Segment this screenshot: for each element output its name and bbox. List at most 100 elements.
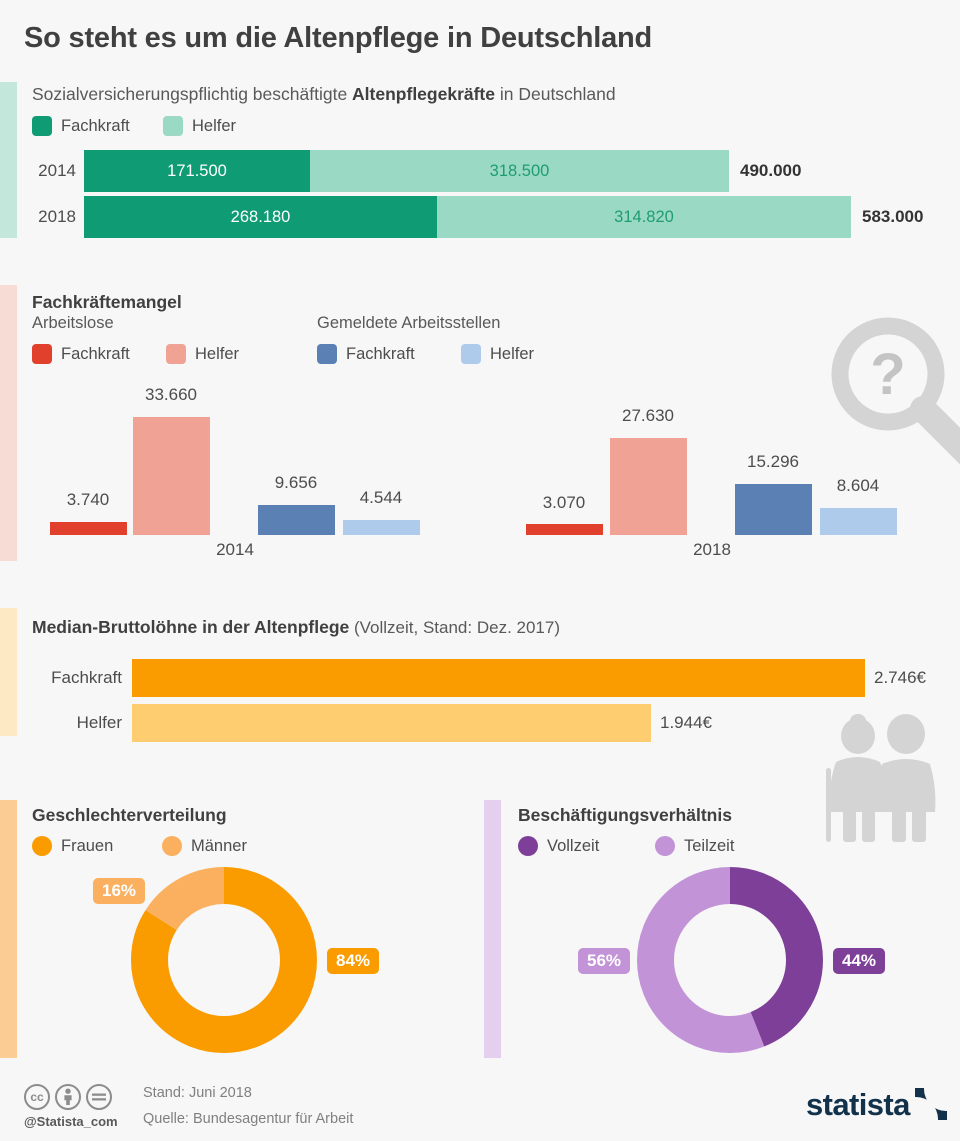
circle-swatch [518, 836, 538, 856]
svg-text:?: ? [870, 342, 905, 407]
legend-item-helfer: Helfer [163, 116, 236, 136]
column-bar-stellen-helfer-2018 [820, 508, 897, 535]
column-value: 4.544 [359, 488, 403, 507]
stand-line: Stand: Juni 2018 [143, 1085, 252, 1101]
column-bar-stellen-fachkraft-2014 [258, 505, 335, 535]
stacked-row-year: 2014 [38, 161, 76, 180]
stacked-row-2014: 2014 171.500 318.500 490.000 [24, 150, 924, 192]
quelle-line: Quelle: Bundesagentur für Arbeit [143, 1111, 354, 1127]
salary-row-label: Helfer [76, 713, 122, 732]
salary-value: 2.746€ [874, 668, 926, 687]
page-title: So steht es um die Altenpflege in Deutsc… [24, 22, 653, 54]
gender-donut-chart [131, 867, 317, 1053]
column-value: 15.296 [747, 452, 799, 471]
stacked-seg-helfer: 314.820 [437, 196, 851, 238]
gender-badge-maenner: 16% [93, 878, 146, 904]
stacked-seg-helfer: 318.500 [310, 150, 729, 192]
donut-slice-teilzeit [637, 867, 823, 1053]
column-bar-arbeitslose-fachkraft-2018 [526, 524, 603, 535]
stacked-row-2018: 2018 268.180 314.820 583.000 [24, 196, 924, 238]
section1-heading: Sozialversicherungspflichtig beschäftigt… [32, 84, 616, 105]
employment-donut-chart [637, 867, 823, 1053]
legend-item-frauen: Frauen [32, 836, 162, 856]
square-swatch [166, 344, 186, 364]
legend-item-arbeitslose-helfer: Helfer [166, 344, 317, 364]
section1-accent-stripe [0, 82, 17, 238]
section2-group-left-label: Arbeitslose [32, 314, 114, 332]
legend-label: Fachkraft [61, 344, 130, 363]
donut-slice-maenner [131, 867, 317, 1053]
legend-item-teilzeit: Teilzeit [655, 836, 734, 856]
salary-bar-helfer [132, 704, 651, 742]
legend-label: Frauen [61, 836, 114, 855]
circle-swatch [162, 836, 182, 856]
legend-label: Fachkraft [61, 116, 130, 135]
legend-item-stellen-fachkraft: Fachkraft [317, 344, 461, 364]
section5-heading: Beschäftigungsverhältnis [518, 805, 732, 825]
magnifier-question-icon: ? [828, 312, 960, 472]
section5-legend: Vollzeit Teilzeit [518, 836, 734, 856]
section3-accent-stripe [0, 608, 17, 736]
statista-wordmark: statista [806, 1086, 910, 1122]
group-label-2018: 2018 [693, 540, 731, 559]
legend-label: Helfer [195, 344, 240, 363]
column-bar-arbeitslose-helfer-2014 [133, 417, 210, 535]
column-bar-stellen-fachkraft-2018 [735, 484, 812, 535]
section4-legend: Frauen Männer [32, 836, 247, 856]
stacked-row-year: 2018 [38, 207, 76, 226]
square-swatch [32, 116, 52, 136]
square-swatch [163, 116, 183, 136]
section3-heading-light: (Vollzeit, Stand: Dez. 2017) [349, 618, 560, 637]
stacked-seg-fachkraft: 171.500 [84, 150, 310, 192]
statista-logomark [914, 1088, 947, 1120]
creative-commons-icons: cc [24, 1084, 112, 1110]
circle-swatch [655, 836, 675, 856]
legend-label: Helfer [192, 116, 237, 135]
legend-label: Helfer [490, 344, 535, 363]
group-label-2014: 2014 [216, 540, 254, 559]
stacked-seg-fachkraft: 268.180 [84, 196, 437, 238]
gender-badge-frauen: 84% [327, 948, 380, 974]
cc-icon: cc [24, 1084, 50, 1110]
salary-row-label: Fachkraft [51, 668, 122, 687]
section4-heading: Geschlechterverteilung [32, 805, 227, 825]
salary-bar-fachkraft [132, 659, 865, 697]
legend-label: Teilzeit [684, 836, 735, 855]
square-swatch [461, 344, 481, 364]
column-value: 9.656 [274, 473, 318, 492]
section1-legend: Fachkraft Helfer [32, 116, 236, 136]
section2-group-right-label: Gemeldete Arbeitsstellen [317, 314, 501, 332]
statista-handle: @Statista_com [24, 1114, 118, 1129]
section5-accent-stripe [484, 800, 501, 1058]
legend-item-fachkraft: Fachkraft [32, 116, 163, 136]
salary-value: 1.944€ [660, 713, 712, 732]
column-bar-arbeitslose-fachkraft-2014 [50, 522, 127, 535]
section1-heading-pre: Sozialversicherungspflichtig beschäftigt… [32, 84, 353, 104]
column-bar-arbeitslose-helfer-2018 [610, 438, 687, 535]
column-value: 8.604 [836, 476, 880, 495]
legend-label: Fachkraft [346, 344, 415, 363]
legend-label: Männer [191, 836, 247, 855]
section1-heading-bold: Altenpflegekräfte [352, 84, 495, 104]
section2-heading: Fachkräftemangel [32, 292, 182, 312]
section4-accent-stripe [0, 800, 17, 1058]
nd-equals-icon [86, 1084, 112, 1110]
square-swatch [32, 344, 52, 364]
section1-heading-post: in Deutschland [495, 84, 616, 104]
salary-row-fachkraft: Fachkraft 2.746€ [51, 659, 932, 697]
salary-row-helfer: Helfer 1.944€ [77, 704, 932, 742]
square-swatch [317, 344, 337, 364]
legend-label: Vollzeit [547, 836, 600, 855]
employment-badge-teilzeit: 56% [578, 948, 631, 974]
section2-accent-stripe [0, 285, 17, 561]
employment-badge-vollzeit: 44% [833, 948, 886, 974]
column-value: 3.740 [66, 490, 110, 509]
stacked-row-total: 583.000 [862, 207, 924, 226]
circle-swatch [32, 836, 52, 856]
section2-legend: Fachkraft Helfer Fachkraft Helfer [32, 344, 534, 364]
legend-item-maenner: Männer [162, 836, 247, 856]
statista-logo[interactable]: statista [806, 1088, 947, 1120]
section3-heading-bold: Median-Bruttolöhne in der Altenpflege [32, 617, 350, 637]
section3-heading: Median-Bruttolöhne in der Altenpflege (V… [32, 617, 560, 638]
